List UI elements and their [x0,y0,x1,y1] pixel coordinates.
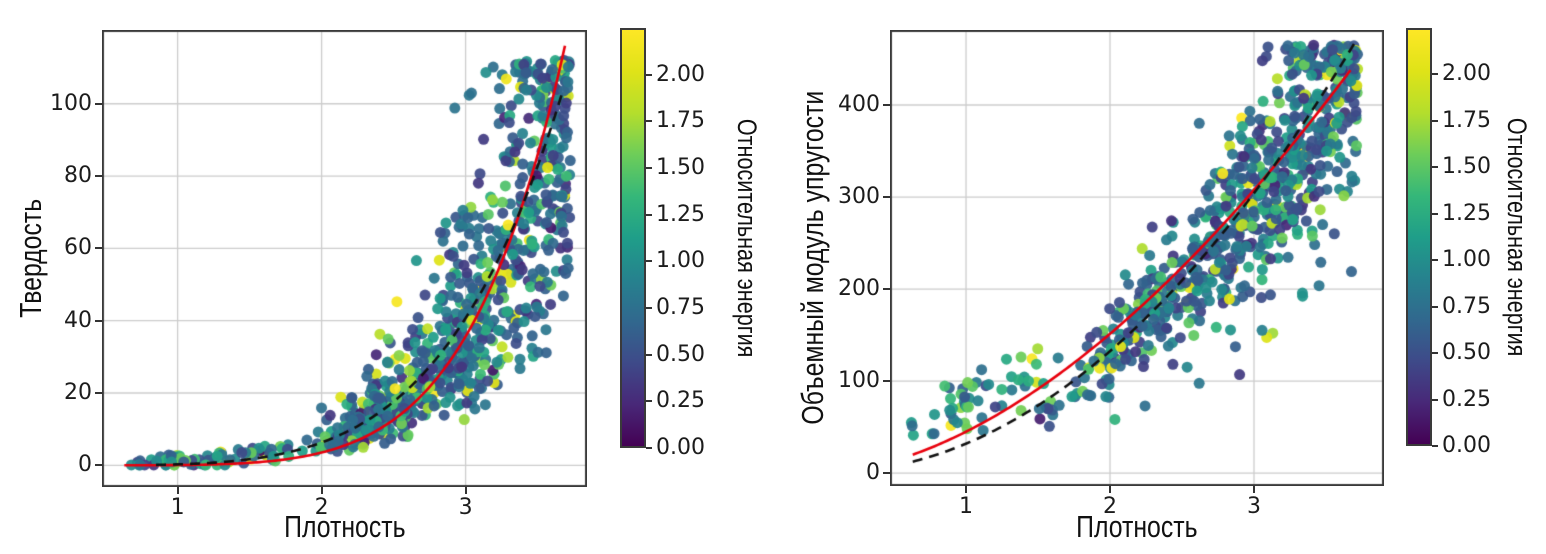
colorbar-tick-label: 1.00 [1442,247,1491,273]
colorbar-tick-mark [646,400,652,403]
colorbar-tick-mark [1432,445,1438,447]
y-axis-label-wrap: Объемный модуль упругости [783,30,843,486]
plot-area [102,30,587,487]
colorbar-tick-label: 0.75 [1442,293,1491,319]
x-tick-mark [965,486,968,493]
colorbar [620,28,646,448]
colorbar-tick-label: 1.75 [1442,107,1491,133]
colorbar-tick-label: 2.00 [1442,61,1491,87]
y-tick-mark [95,319,102,322]
colorbar-label-wrap: Относительная энергия [731,28,762,448]
x-tick-mark [464,487,467,494]
colorbar-tick-mark [1432,119,1438,122]
colorbar-tick-mark [646,447,652,449]
x-axis-label: Плотность [283,509,406,544]
plot-area [890,30,1384,486]
colorbar-label-wrap: Относительная энергия [1501,28,1532,446]
x-axis-label: Плотность [1076,509,1198,544]
x-tick-mark [176,487,179,494]
x-axis-label-wrap: Плотность [890,510,1384,544]
y-tick-mark [883,104,890,106]
colorbar-tick-mark [646,167,652,169]
colorbar-tick-mark [1432,305,1438,308]
y-tick-mark [95,175,102,178]
colorbar-tick-label: 2.00 [656,61,705,87]
x-tick-mark [320,487,323,494]
colorbar-tick-mark [646,307,652,309]
y-tick-mark [883,196,890,199]
colorbar-tick-mark [646,213,652,216]
x-tick-mark [1109,486,1111,493]
colorbar-tick-label: 1.00 [656,248,705,274]
y-tick-mark [95,464,102,467]
x-tick-mark [1252,486,1255,493]
y-tick-mark [95,102,102,105]
colorbar-tick-label: 0.50 [1442,340,1491,366]
colorbar-tick-mark [1432,166,1438,169]
colorbar-tick-label: 1.50 [656,155,705,180]
scatter-canvas [890,30,1384,486]
y-tick-mark [883,380,890,383]
colorbar-tick-label: 0.50 [656,341,705,367]
hardness-density-plot: Твердость Плотность Относительная энерги… [0,28,762,544]
colorbar-tick-label: 1.50 [1442,154,1491,180]
colorbar-tick-mark [1432,352,1438,355]
colorbar [1406,28,1432,446]
y-tick-mark [95,247,102,250]
y-axis-label: Твердость [13,199,48,318]
y-tick-mark [883,472,890,475]
colorbar-tick-mark [1432,398,1438,401]
colorbar-tick-label: 0.25 [656,388,705,414]
colorbar-tick-mark [646,73,652,76]
colorbar-tick-label: 0.75 [656,295,705,320]
colorbar-tick-label: 0.00 [656,435,705,460]
x-axis-label-wrap: Плотность [102,510,587,544]
colorbar-tick-mark [646,120,652,123]
colorbar-label: Относительная энергия [732,118,762,358]
colorbar-tick-mark [1432,259,1438,262]
colorbar-tick-mark [646,353,652,356]
y-axis-label: Объемный модуль упругости [795,91,830,425]
colorbar-tick-label: 1.75 [656,108,705,134]
colorbar-tick-mark [646,260,652,263]
colorbar-tick-label: 1.25 [656,201,705,227]
y-tick-mark [883,288,890,291]
colorbar-tick-label: 0.25 [1442,386,1491,412]
bulk-modulus-density-plot: Объемный модуль упругости Плотность Отно… [773,0,1546,554]
y-tick-mark [95,391,102,394]
colorbar-label: Относительная энергия [1502,117,1532,357]
scatter-canvas [102,30,587,487]
colorbar-tick-label: 1.25 [1442,200,1491,226]
colorbar-tick-mark [1432,212,1438,215]
colorbar-tick-mark [1432,73,1438,76]
colorbar-tick-label: 0.00 [1442,433,1491,458]
y-axis-label-wrap: Твердость [0,30,62,487]
